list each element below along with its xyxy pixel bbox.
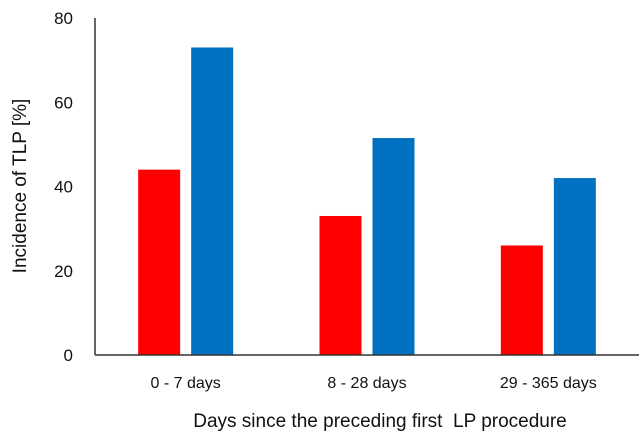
y-tick-label: 0 [64, 346, 73, 365]
y-axis-ticks: 0 20 40 60 80 [54, 9, 73, 365]
bar-series-1-2 [319, 215, 362, 355]
x-tick-label: 29 - 365 days [500, 375, 597, 392]
bar-series-2-3 [553, 178, 596, 355]
x-axis-title: Days since the preceding first LP proced… [193, 411, 567, 432]
bar-series-2-2 [372, 138, 415, 355]
bar-series-1-3 [500, 245, 543, 355]
y-tick-label: 80 [54, 9, 73, 28]
bar-series-1-1 [138, 169, 181, 355]
y-tick-label: 60 [54, 93, 73, 112]
x-tick-label: 0 - 7 days [151, 375, 221, 392]
y-axis-title: Incidence of TLP [%] [10, 99, 31, 274]
bars [138, 47, 596, 356]
x-axis-labels: 0 - 7 days 8 - 28 days 29 - 365 days [151, 375, 597, 392]
x-tick-label: 8 - 28 days [327, 375, 406, 392]
bar-series-2-1 [191, 47, 234, 356]
y-tick-label: 20 [54, 262, 73, 281]
y-tick-label: 40 [54, 178, 73, 197]
